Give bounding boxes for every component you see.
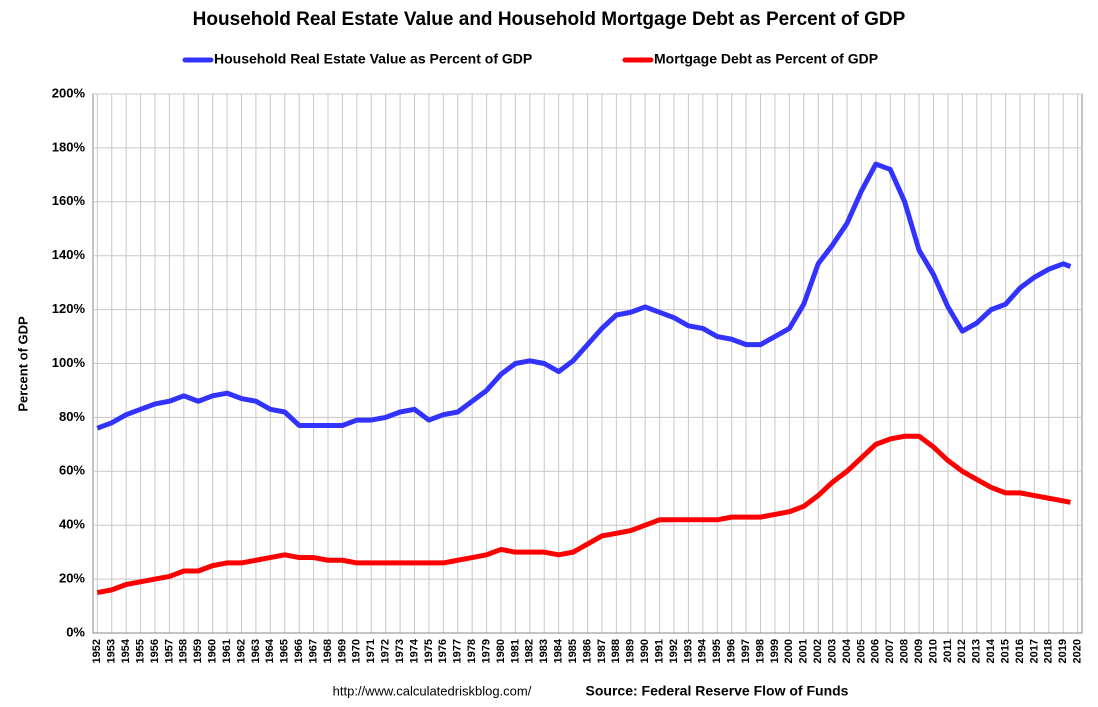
x-tick-label: 2010 xyxy=(927,639,939,663)
x-tick-label: 2012 xyxy=(956,639,968,663)
x-tick-label: 1988 xyxy=(610,639,622,663)
x-tick-label: 2020 xyxy=(1072,639,1084,663)
x-tick-label: 1983 xyxy=(538,639,550,663)
x-tick-label: 1980 xyxy=(495,639,507,663)
x-tick-label: 2004 xyxy=(841,638,853,663)
x-tick-label: 2007 xyxy=(884,639,896,663)
x-tick-label: 2011 xyxy=(942,639,954,663)
chart-title: Household Real Estate Value and Househol… xyxy=(193,9,906,30)
x-tick-label: 2013 xyxy=(971,639,983,663)
x-tick-label: 1963 xyxy=(250,639,262,663)
x-tick-label: 2002 xyxy=(812,639,824,663)
x-tick-label: 2018 xyxy=(1043,639,1055,663)
x-tick-label: 1991 xyxy=(653,639,665,663)
x-tick-label: 2019 xyxy=(1057,639,1069,663)
x-tick-label: 1953 xyxy=(106,639,118,663)
x-tick-label: 2006 xyxy=(870,639,882,663)
x-tick-label: 2003 xyxy=(826,639,838,663)
x-tick-label: 2015 xyxy=(999,639,1011,663)
x-tick-label: 1952 xyxy=(91,639,103,663)
x-tick-label: 1985 xyxy=(567,639,579,663)
x-tick-label: 2000 xyxy=(783,639,795,663)
x-tick-label: 1965 xyxy=(279,639,291,663)
x-tick-label: 1975 xyxy=(423,639,435,663)
x-tick-label: 1955 xyxy=(134,639,146,663)
x-tick-label: 2016 xyxy=(1014,639,1026,663)
x-tick-label: 1994 xyxy=(697,638,709,663)
x-tick-label: 1995 xyxy=(711,639,723,663)
y-tick-label: 40% xyxy=(59,517,85,532)
x-tick-label: 1966 xyxy=(293,639,305,663)
x-tick-label: 1998 xyxy=(754,639,766,663)
x-tick-label: 1961 xyxy=(221,639,233,663)
x-tick-label: 2005 xyxy=(855,639,867,663)
x-tick-label: 1976 xyxy=(437,639,449,663)
y-tick-label: 80% xyxy=(59,409,85,424)
y-tick-label: 0% xyxy=(66,624,85,639)
x-tick-label: 1981 xyxy=(509,639,521,663)
x-tick-label: 1972 xyxy=(380,639,392,663)
x-tick-label: 1956 xyxy=(149,639,161,663)
x-tick-label: 1968 xyxy=(322,639,334,663)
x-tick-label: 1992 xyxy=(668,639,680,663)
x-tick-label: 1989 xyxy=(625,639,637,663)
y-tick-label: 100% xyxy=(52,355,86,370)
x-tick-label: 1990 xyxy=(639,639,651,663)
line-series xyxy=(96,161,1072,431)
x-tick-label: 1997 xyxy=(740,639,752,663)
legend-label: Household Real Estate Value as Percent o… xyxy=(214,51,532,67)
x-tick-label: 1960 xyxy=(207,639,219,663)
x-tick-label: 1971 xyxy=(365,639,377,663)
x-tick-label: 2001 xyxy=(798,639,810,663)
x-tick-label: 2008 xyxy=(899,639,911,663)
legend-label: Mortgage Debt as Percent of GDP xyxy=(654,51,878,67)
y-tick-label: 140% xyxy=(52,247,86,262)
line-series xyxy=(96,433,1071,596)
y-axis-label: Percent of GDP xyxy=(15,316,30,412)
footer-url: http://www.calculatedriskblog.com/ xyxy=(333,683,532,698)
x-tick-label: 2017 xyxy=(1028,639,1040,663)
x-tick-label: 1954 xyxy=(120,638,132,663)
x-tick-label: 1970 xyxy=(351,639,363,663)
x-tick-label: 1964 xyxy=(264,638,276,663)
x-tick-label: 1962 xyxy=(235,639,247,663)
x-tick-label: 1977 xyxy=(452,639,464,663)
x-tick-label: 1978 xyxy=(466,639,478,663)
x-tick-label: 1959 xyxy=(192,639,204,663)
y-tick-label: 60% xyxy=(59,463,85,478)
x-tick-label: 2009 xyxy=(913,639,925,663)
y-tick-label: 180% xyxy=(52,139,86,154)
x-tick-label: 2014 xyxy=(985,638,997,663)
y-tick-label: 200% xyxy=(52,85,86,100)
x-tick-label: 1993 xyxy=(682,639,694,663)
y-tick-label: 160% xyxy=(52,193,86,208)
x-tick-label: 1996 xyxy=(726,639,738,663)
x-tick-label: 1973 xyxy=(394,639,406,663)
x-tick-label: 1987 xyxy=(596,639,608,663)
x-tick-label: 1984 xyxy=(553,638,565,663)
y-tick-label: 120% xyxy=(52,301,86,316)
x-tick-label: 1967 xyxy=(307,639,319,663)
x-tick-label: 1974 xyxy=(408,638,420,663)
x-tick-label: 1986 xyxy=(581,639,593,663)
x-tick-label: 1982 xyxy=(524,639,536,663)
y-tick-label: 20% xyxy=(59,571,85,586)
x-tick-label: 1999 xyxy=(769,639,781,663)
x-tick-label: 1957 xyxy=(163,639,175,663)
footer-source: Source: Federal Reserve Flow of Funds xyxy=(586,683,849,699)
x-tick-label: 1958 xyxy=(178,639,190,663)
x-tick-label: 1969 xyxy=(336,639,348,663)
x-tick-label: 1979 xyxy=(480,639,492,663)
